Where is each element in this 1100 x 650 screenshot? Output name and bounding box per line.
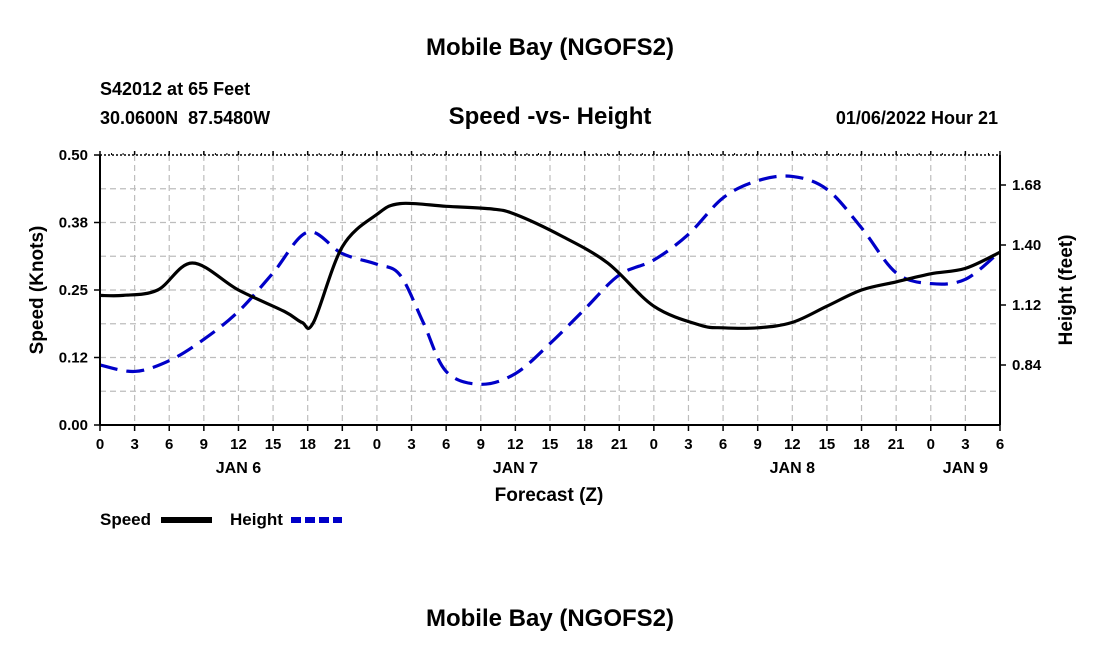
x-tick-label: 0	[650, 436, 658, 453]
y-tick-label-right: 1.68	[1012, 177, 1041, 194]
x-tick-label: 12	[507, 436, 524, 453]
x-tick-label: 9	[200, 436, 208, 453]
legend-height-label: Height	[230, 510, 283, 529]
bottom-page-title: Mobile Bay (NGOFS2)	[426, 605, 674, 632]
grid-lines	[100, 155, 1000, 425]
day-label: JAN 7	[493, 460, 538, 477]
y-axis-left-label: Speed (Knots)	[27, 226, 48, 355]
x-tick-label: 6	[996, 436, 1004, 453]
x-tick-label: 3	[684, 436, 692, 453]
page-title: Mobile Bay (NGOFS2)	[426, 34, 674, 61]
x-axis-label: Forecast (Z)	[495, 485, 604, 506]
x-tick-label: 12	[784, 436, 801, 453]
y-tick-label-left: 0.00	[59, 417, 88, 434]
y-tick-label-left: 0.38	[59, 215, 88, 232]
x-tick-label: 6	[719, 436, 727, 453]
forecast-timestamp: 01/06/2022 Hour 21	[836, 108, 998, 128]
x-tick-label: 15	[265, 436, 282, 453]
legend-speed-label: Speed	[100, 510, 151, 529]
y-tick-label-left: 0.50	[59, 147, 88, 164]
axis-ticks: 0 3 6 9 12 15 18 21 0 3 6 9 12 15 18 21 0 3 6 9 12 15 18 21 0 3 6J…	[59, 147, 1042, 477]
x-tick-label: 9	[477, 436, 485, 453]
day-label: JAN 6	[216, 460, 261, 477]
x-tick-label: 15	[819, 436, 836, 453]
x-tick-label: 3	[407, 436, 415, 453]
x-tick-label: 6	[165, 436, 173, 453]
y-tick-label-right: 1.40	[1012, 237, 1041, 254]
x-tick-label: 21	[888, 436, 905, 453]
x-tick-label: 9	[754, 436, 762, 453]
x-tick-label: 0	[927, 436, 935, 453]
y-tick-label-left: 0.25	[59, 282, 88, 299]
x-tick-label: 18	[853, 436, 870, 453]
series-layer	[99, 174, 1002, 386]
x-tick-label: 3	[130, 436, 138, 453]
y-tick-label-right: 1.12	[1012, 297, 1041, 314]
x-tick-label: 0	[373, 436, 381, 453]
series-line-speed	[99, 201, 1001, 331]
x-tick-label: 21	[611, 436, 628, 453]
x-tick-label: 3	[961, 436, 969, 453]
legend: Speed Height	[100, 510, 342, 529]
series-line-height	[99, 174, 1002, 386]
station-label: S42012 at 65 Feet	[100, 79, 250, 99]
station-coords: 30.0600N 87.5480W	[100, 108, 270, 128]
x-tick-label: 0	[96, 436, 104, 453]
y-tick-label-left: 0.12	[59, 350, 88, 367]
x-tick-label: 18	[576, 436, 593, 453]
y-tick-label-right: 0.84	[1012, 357, 1042, 374]
y-axis-right-label: Height (feet)	[1056, 235, 1077, 346]
x-tick-label: 6	[442, 436, 450, 453]
plot-frame	[99, 154, 1001, 426]
x-tick-label: 21	[334, 436, 351, 453]
plot-title: Speed -vs- Height	[449, 103, 652, 130]
x-tick-label: 12	[230, 436, 247, 453]
x-tick-label: 18	[299, 436, 316, 453]
day-label: JAN 9	[943, 460, 988, 477]
x-tick-label: 15	[542, 436, 559, 453]
day-label: JAN 8	[770, 460, 815, 477]
